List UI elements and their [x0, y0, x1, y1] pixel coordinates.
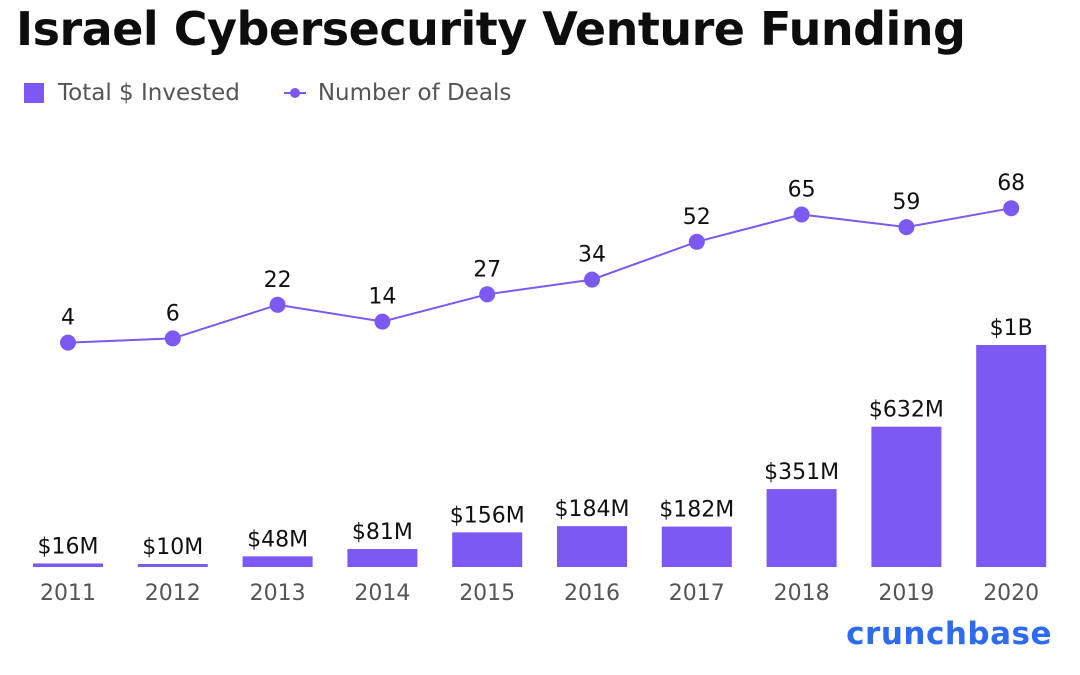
deals-point: [584, 271, 600, 288]
bar: [766, 489, 837, 567]
legend-item-deals: Number of Deals: [283, 80, 512, 106]
deals-value-label: 6: [166, 301, 180, 326]
deals-point: [1003, 200, 1020, 217]
x-tick-label: 2018: [774, 581, 830, 606]
deals-point: [374, 313, 391, 330]
bar-value-label: $16M: [38, 534, 99, 559]
bar-value-label: $81M: [352, 520, 413, 545]
deals-point: [688, 233, 705, 250]
deals-point: [898, 219, 915, 236]
deals-value-label: 65: [788, 178, 816, 203]
deals-value-label: 68: [997, 171, 1025, 196]
x-tick-label: 2016: [564, 581, 620, 606]
deals-point: [793, 206, 810, 223]
x-tick-label: 2014: [354, 581, 410, 606]
bar: [33, 563, 103, 567]
legend: Total $ Invested Number of Deals: [24, 78, 555, 108]
deals-value-label: 27: [473, 257, 501, 282]
x-tick-label: 2013: [250, 581, 306, 606]
x-tick-label: 2019: [878, 581, 934, 606]
bar: [347, 549, 418, 567]
bar-swatch-icon: [24, 83, 44, 103]
deals-point: [269, 296, 286, 313]
deals-point: [479, 286, 496, 303]
bar-value-label: $182M: [659, 498, 734, 523]
deals-line: [67, 207, 1012, 344]
deals-value-label: 34: [578, 243, 606, 268]
x-tick-label: 2017: [669, 581, 725, 606]
deals-value-label: 22: [264, 268, 292, 293]
bar: [557, 526, 627, 567]
bar-value-label: $156M: [450, 503, 525, 528]
deals-point: [164, 330, 181, 347]
deals-value-label: 4: [61, 306, 75, 331]
deals-value-label: 59: [892, 190, 920, 215]
bar: [452, 532, 523, 567]
bar-value-label: $48M: [247, 527, 308, 552]
bar: [976, 345, 1047, 567]
x-tick-label: 2012: [145, 581, 201, 606]
bar: [871, 426, 942, 567]
deals-value-label: 52: [683, 205, 711, 230]
x-tick-label: 2011: [40, 581, 96, 606]
x-tick-label: 2020: [983, 581, 1039, 606]
legend-label-deals: Number of Deals: [317, 80, 512, 106]
x-tick-label: 2015: [459, 581, 515, 606]
line-swatch-icon: [283, 83, 306, 103]
bar-value-label: $1B: [990, 316, 1033, 341]
bar-value-label: $632M: [869, 398, 944, 423]
bar: [661, 526, 732, 567]
chart-title: Israel Cybersecurity Venture Funding: [16, 2, 966, 56]
bar: [137, 564, 208, 567]
deals-point: [60, 334, 76, 351]
bar-value-label: $184M: [555, 497, 630, 522]
deals-value-label: 14: [368, 285, 396, 310]
bar: [242, 556, 313, 567]
crunchbase-logo: crunchbase: [846, 616, 1052, 652]
legend-item-invested: Total $ Invested: [24, 80, 240, 106]
bar-value-label: $10M: [142, 535, 203, 560]
bar-value-label: $351M: [764, 460, 839, 485]
legend-label-invested: Total $ Invested: [58, 80, 240, 106]
